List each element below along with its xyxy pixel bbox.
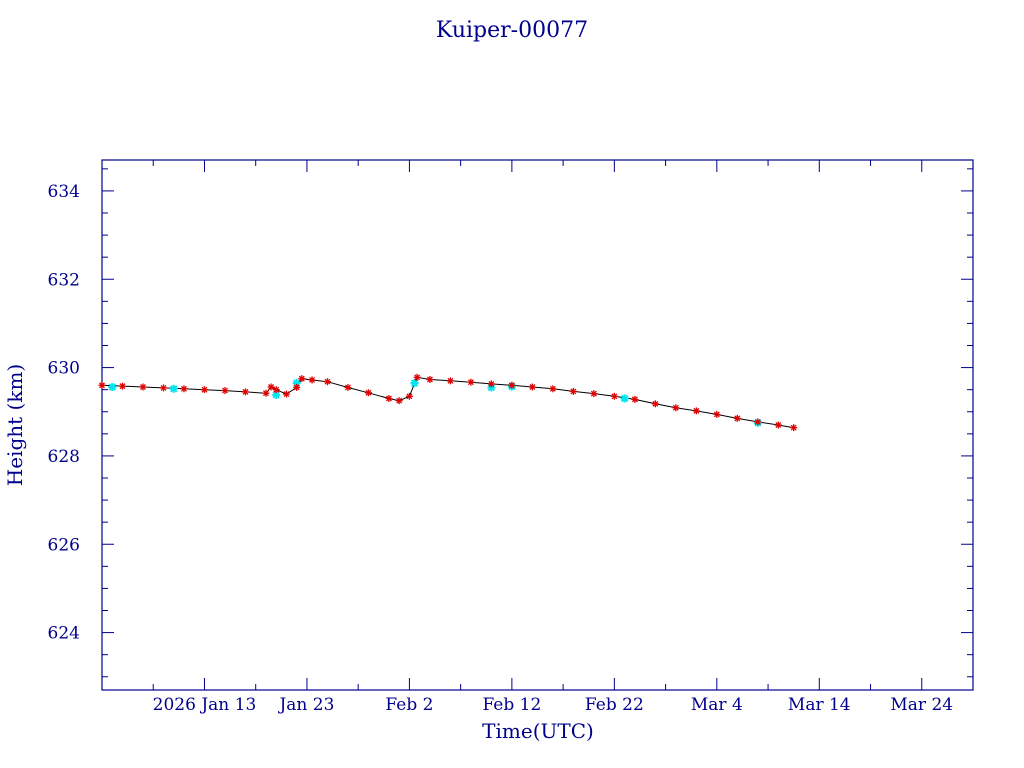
x-tick-label: Mar 14 <box>788 695 851 715</box>
data-point <box>549 385 557 393</box>
data-point <box>528 383 536 391</box>
data-point <box>569 387 577 395</box>
x-tick-label: Feb 2 <box>385 695 433 715</box>
x-tick-label: Jan 23 <box>277 695 334 715</box>
x-tick-label: Feb 12 <box>482 695 541 715</box>
data-point <box>241 388 249 396</box>
data-point <box>672 404 680 412</box>
data-point <box>754 418 762 426</box>
data-point <box>790 424 798 432</box>
data-point <box>272 386 280 394</box>
data-point <box>774 421 782 429</box>
data-point <box>267 383 275 391</box>
data-point <box>467 378 475 386</box>
data-point <box>323 378 331 386</box>
y-tick-label: 630 <box>48 359 80 379</box>
x-tick-label: 2026 Jan 13 <box>153 695 257 715</box>
data-point <box>692 407 700 415</box>
data-point <box>364 389 372 397</box>
data-point <box>293 383 301 391</box>
data-point <box>733 414 741 422</box>
plot-frame <box>101 159 974 691</box>
data-point <box>308 376 316 384</box>
y-tick-label: 634 <box>48 182 80 202</box>
data-point <box>395 397 403 405</box>
data-point <box>118 382 126 390</box>
y-tick-label: 632 <box>48 270 80 290</box>
x-tick-label: Feb 22 <box>585 695 644 715</box>
y-tick-label: 626 <box>48 535 80 555</box>
data-point <box>298 375 306 383</box>
data-point <box>139 383 147 391</box>
x-tick-label: Mar 24 <box>890 695 953 715</box>
y-tick-label: 628 <box>48 447 80 467</box>
data-point <box>385 395 393 402</box>
data-point <box>631 395 639 403</box>
data-point <box>221 387 229 395</box>
data-point-secondary <box>272 390 281 399</box>
x-axis-label: Time(UTC) <box>482 719 594 743</box>
data-point <box>180 385 188 393</box>
data-point <box>508 381 516 389</box>
data-point <box>413 373 421 381</box>
chart-title: Kuiper-00077 <box>436 18 588 43</box>
data-point <box>262 389 270 397</box>
plot-area: 624 626 628 630 632 634 2026 Jan 13 Jan 23 Feb 2… <box>48 159 974 715</box>
data-point-secondary <box>620 394 629 403</box>
data-point <box>610 392 618 400</box>
data-point <box>200 386 208 394</box>
x-tick-label: Mar 4 <box>691 695 743 715</box>
data-point <box>282 390 290 398</box>
data-point <box>98 381 106 389</box>
data-point <box>713 410 721 418</box>
data-point <box>446 377 454 385</box>
data-point-secondary <box>410 379 419 388</box>
y-tick-label: 624 <box>48 624 80 644</box>
data-point-secondary <box>108 383 117 392</box>
y-axis-label: Height (km) <box>3 364 27 486</box>
data-point <box>651 400 659 408</box>
data-point <box>159 384 167 392</box>
data-point <box>590 390 598 398</box>
data-point <box>487 380 495 388</box>
data-point <box>426 376 434 384</box>
data-point-secondary <box>169 384 178 393</box>
data-point <box>405 392 413 400</box>
data-point <box>344 383 352 391</box>
